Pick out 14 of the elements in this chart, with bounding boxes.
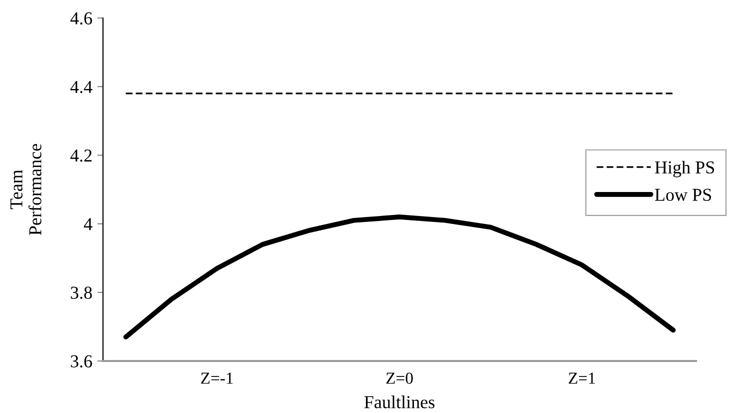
y-tick-label: 3.6 (70, 355, 92, 368)
y-tick-label: 4 (84, 218, 92, 230)
line-series (123, 214, 676, 340)
x-tick-label: Z=1 (568, 372, 595, 384)
y-tick-label: 3.8 (70, 286, 92, 299)
y-tick-label: 4.2 (70, 150, 92, 162)
x-tick-label: Z=0 (386, 372, 413, 384)
y-axis-title: Team Performance (10, 144, 42, 236)
y-tick-label: 4.4 (70, 80, 92, 94)
legend-label: Low PS (654, 188, 712, 201)
y-tick-label: 4.6 (70, 12, 92, 25)
x-axis-title: Faultlines (364, 396, 434, 408)
x-tick-label: Z=-1 (201, 372, 233, 384)
legend-label: High PS (654, 160, 714, 178)
